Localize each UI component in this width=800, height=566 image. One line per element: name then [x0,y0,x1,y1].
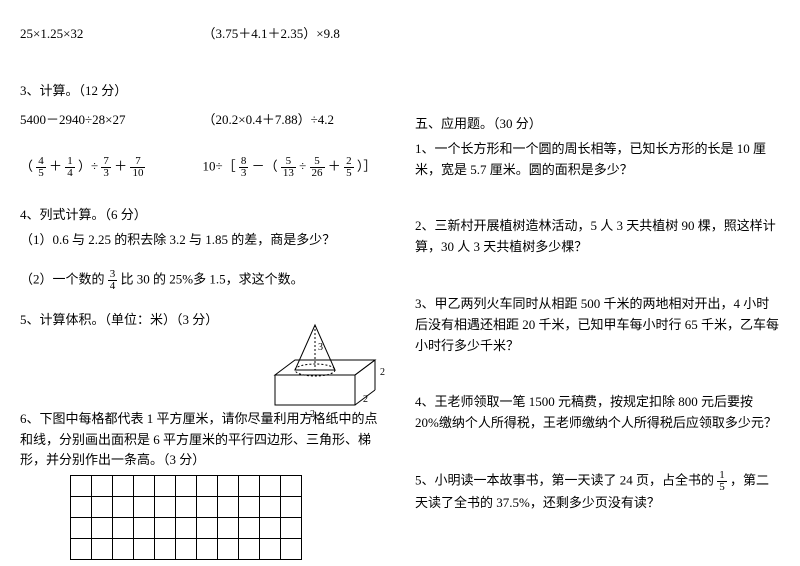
frac: 45 [36,156,46,179]
txt: （2）一个数的 [20,271,105,286]
left-column: 25×1.25×32 （3.75＋4.1＋2.35）×9.8 3、计算。（12 … [20,20,385,560]
frac: 710 [130,156,145,179]
frac: 83 [239,156,249,179]
frac: 513 [281,156,296,179]
txt: 5、小明读一本故事书，第一天读了 24 页，占全书的 [415,472,714,487]
app-q4: 4、王老师领取一笔 1500 元稿费，按规定扣除 800 元后要按 20%缴纳个… [415,392,780,434]
frac: 73 [101,156,111,179]
q4-1: （1）0.6 与 2.25 的积去除 3.2 与 1.85 的差，商是多少？ [20,230,385,251]
q3-e1: 5400－2940÷28×27 [20,110,203,131]
frac: 34 [108,269,118,292]
expr-1: 25×1.25×32 [20,24,203,45]
right-column: 五、应用题。（30 分） 1、一个长方形和一个圆的周长相等，已知长方形的长是 1… [415,20,780,560]
expr-2: （3.75＋4.1＋2.35）×9.8 [203,24,386,45]
txt: ÷ [299,159,306,174]
grid-area [70,475,302,560]
txt: 比 30 的 25%多 1.5，求这个数。 [121,271,304,286]
app-q2: 2、三新村开展植树造林活动，5 人 3 天共植树 90 棵，照这样计算，30 人… [415,216,780,258]
frac: 14 [65,156,75,179]
txt: （ [20,159,33,174]
q3-title: 3、计算。（12 分） [20,81,385,102]
q3-e3: （ 45 ＋ 14 ）÷ 73 ＋ 710 [20,156,203,179]
dim-3: 3 [318,342,323,353]
txt: 10÷［ [203,159,236,174]
section-5-title: 五、应用题。（30 分） [415,114,780,135]
txt: ）］ [357,159,377,174]
q3-e4: 10÷［ 83 －（ 513 ÷ 526 ＋ 25 ）］ [203,156,386,179]
txt: ＋ [49,159,62,174]
app-q5: 5、小明读一本故事书，第一天读了 24 页，占全书的 15 ，第二天读了全书的 … [415,470,780,514]
frac: 25 [344,156,354,179]
dim-2c: 2 [310,409,315,420]
txt: ＋ [328,159,341,174]
q4-title: 4、列式计算。（6 分） [20,205,385,226]
solid-figure: 3 2 2 2 [260,320,390,420]
app-q3: 3、甲乙两列火车同时从相距 500 千米的两地相对开出，4 小时后没有相遇还相距… [415,294,780,356]
dim-2a: 2 [380,367,385,378]
frac: 526 [310,156,325,179]
frac: 15 [717,470,727,493]
q4-2: （2）一个数的 34 比 30 的 25%多 1.5，求这个数。 [20,269,385,292]
txt: ＋ [114,159,127,174]
dim-2b: 2 [363,394,368,405]
q3-e2: （20.2×0.4＋7.88）÷4.2 [203,110,386,131]
app-q1: 1、一个长方形和一个圆的周长相等，已知长方形的长是 10 厘米，宽是 5.7 厘… [415,139,780,181]
txt: ）÷ [78,159,98,174]
txt: －（ [252,159,278,174]
